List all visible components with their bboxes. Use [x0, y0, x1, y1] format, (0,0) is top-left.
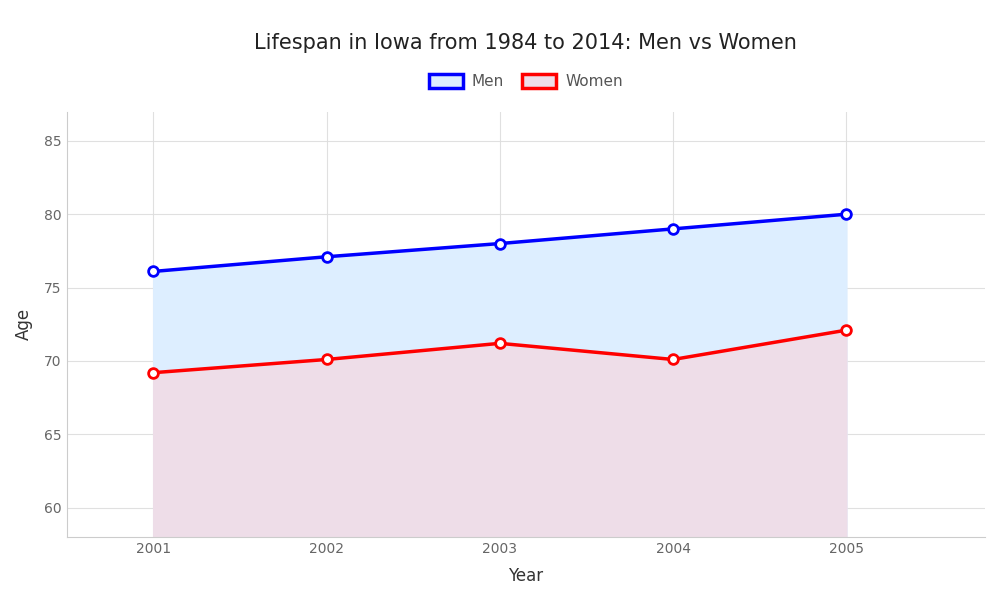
Title: Lifespan in Iowa from 1984 to 2014: Men vs Women: Lifespan in Iowa from 1984 to 2014: Men …: [254, 33, 797, 53]
X-axis label: Year: Year: [508, 567, 543, 585]
Y-axis label: Age: Age: [15, 308, 33, 340]
Legend: Men, Women: Men, Women: [423, 68, 629, 95]
